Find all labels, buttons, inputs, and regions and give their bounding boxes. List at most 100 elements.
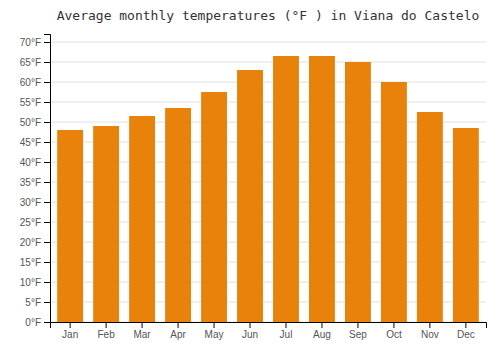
y-tick-mark [44,82,50,83]
y-axis: 0°F 5°F 10°F 15°F 20°F 25°F 30°F 35°F 40°F 45°F 50… [20,35,51,328]
y-tick: 55°F [20,97,50,108]
grid-line [50,62,486,63]
y-tick-label: 60°F [20,77,41,88]
y-tick-mark [44,202,50,203]
y-tick: 20°F [20,237,50,248]
y-tick: 65°F [20,57,50,68]
bar [417,112,443,322]
bar [93,126,119,322]
y-tick-label: 45°F [20,137,41,148]
x-tick: Jul [280,322,293,340]
x-tick: Nov [421,322,439,340]
y-tick-label: 50°F [20,117,41,128]
plot-area: Jan Feb Mar Apr May Jun Jul Aug Sep Oct Nov Dec 0°F 5… [20,35,487,341]
y-tick-label: 55°F [20,97,41,108]
x-tick-label: Apr [170,329,186,340]
y-tick-mark [44,162,50,163]
y-tick-mark [44,322,50,323]
y-tick-mark [44,102,50,103]
y-tick-label: 25°F [20,217,41,228]
y-tick-label: 0°F [25,317,41,328]
x-tick-mark [178,322,179,328]
grid [50,42,486,322]
x-tick-label: Sep [349,329,367,340]
x-tick-label: Jul [280,329,293,340]
bar [381,82,407,322]
x-tick-label: Jan [62,329,78,340]
x-tick: Jun [242,322,258,340]
bar [57,130,83,322]
y-tick-mark [44,42,50,43]
x-tick-label: Mar [133,329,151,340]
y-tick: 60°F [20,77,50,88]
x-tick-mark [142,322,143,328]
y-tick-mark [44,122,50,123]
y-tick-mark [44,222,50,223]
x-tick: Feb [98,322,116,340]
bar [273,56,299,322]
x-tick: Apr [170,322,186,340]
x-tick-label: May [205,329,224,340]
y-tick: 5°F [25,297,50,308]
y-tick-label: 10°F [20,277,41,288]
y-tick: 15°F [20,257,50,268]
x-tick-mark [285,322,286,328]
x-axis: Jan Feb Mar Apr May Jun Jul Aug Sep Oct Nov Dec [51,322,487,340]
x-tick: May [205,322,224,340]
y-tick-label: 30°F [20,197,41,208]
y-tick-label: 5°F [25,297,41,308]
y-tick-mark [44,62,50,63]
bar [345,62,371,322]
x-tick: Jan [62,322,78,340]
grid-line [50,82,486,83]
x-tick: Oct [386,322,402,340]
x-tick-mark [70,322,71,328]
y-tick-mark [44,182,50,183]
y-tick: 45°F [20,137,50,148]
y-tick-label: 35°F [20,177,41,188]
x-tick: Dec [457,322,475,340]
y-tick: 25°F [20,217,50,228]
y-tick-mark [44,282,50,283]
bar [453,128,479,322]
grid-line [50,42,486,43]
y-tick: 70°F [20,37,50,48]
grid-line [50,102,486,103]
y-tick: 30°F [20,197,50,208]
bars [57,56,479,322]
y-tick-label: 65°F [20,57,41,68]
x-tick-mark [106,322,107,328]
x-tick-label: Dec [457,329,475,340]
y-tick: 40°F [20,157,50,168]
x-tick-label: Jun [242,329,258,340]
x-tick-label: Aug [313,329,331,340]
x-tick-mark [214,322,215,328]
y-tick-mark [44,302,50,303]
bar [309,56,335,322]
x-tick-mark [429,322,430,328]
bar [237,70,263,322]
x-tick-mark [357,322,358,328]
x-tick-mark [393,322,394,328]
y-tick: 50°F [20,117,50,128]
y-tick-label: 20°F [20,237,41,248]
chart: Jan Feb Mar Apr May Jun Jul Aug Sep Oct Nov Dec 0°F 5… [0,0,500,350]
y-tick-mark [44,262,50,263]
bar [129,116,155,322]
y-tick-label: 40°F [20,157,41,168]
x-tick-mark [321,322,322,328]
y-tick-label: 15°F [20,257,41,268]
x-tick-label: Feb [98,329,116,340]
y-tick: 35°F [20,177,50,188]
x-tick: Aug [313,322,331,340]
x-tick: Mar [133,322,151,340]
x-tick: Sep [349,322,367,340]
y-axis-line [44,35,51,323]
y-tick: 10°F [20,277,50,288]
y-tick-mark [44,242,50,243]
x-tick-label: Nov [421,329,439,340]
bar [165,108,191,322]
y-tick-label: 70°F [20,37,41,48]
y-tick: 0°F [25,317,50,328]
x-axis-line [51,323,487,329]
